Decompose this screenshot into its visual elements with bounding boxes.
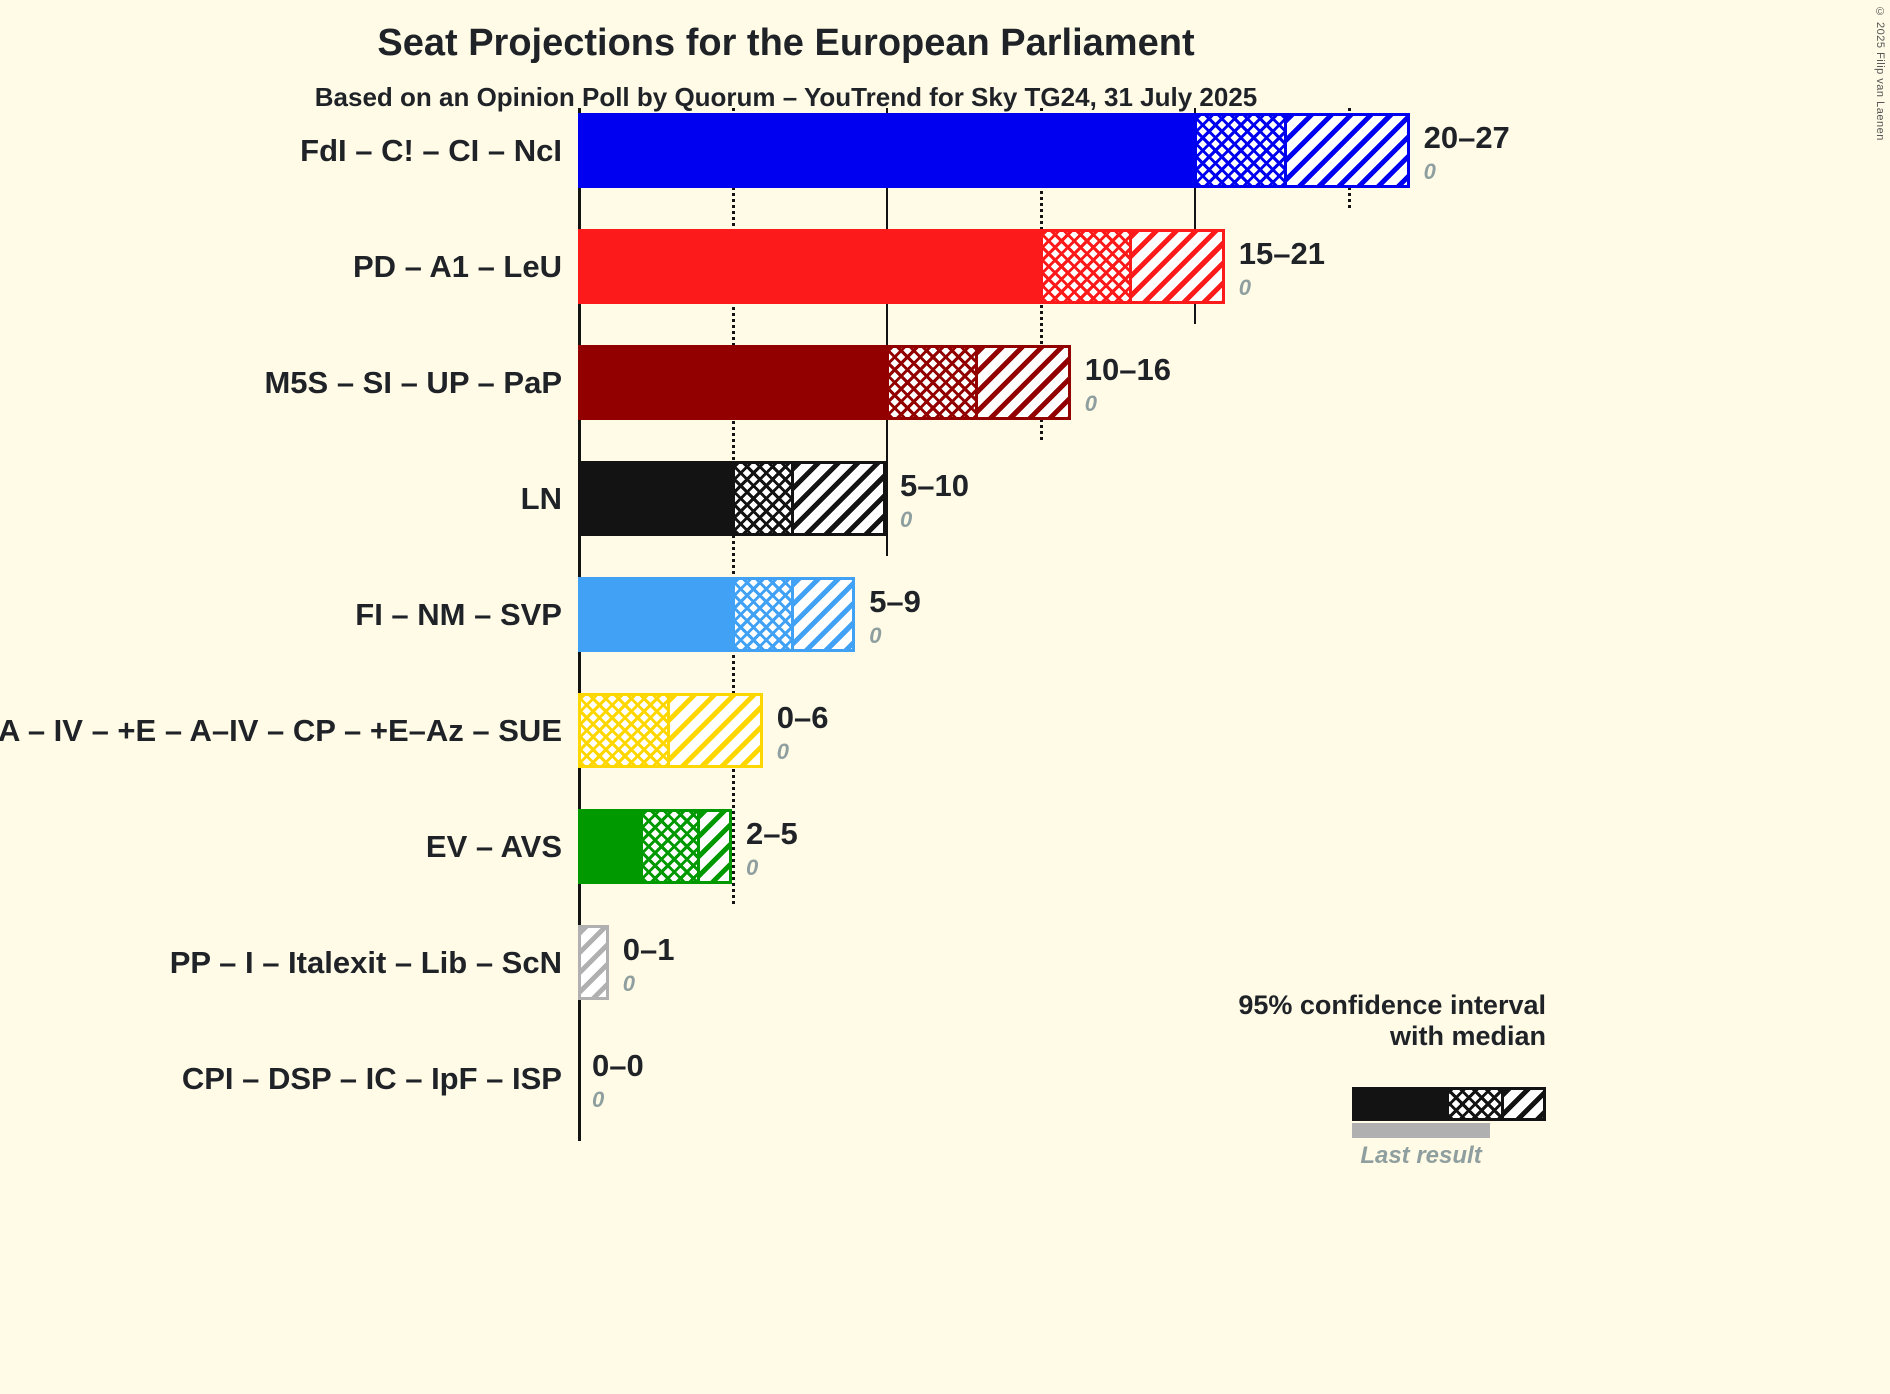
value-label-group: 5–9 0: [869, 579, 921, 654]
bar-solid-segment: [578, 809, 640, 884]
value-label-group: 15–21 0: [1239, 231, 1325, 306]
bar-upper-ci-hatch: [1132, 232, 1222, 301]
bar-upper-ci-hatch: [978, 348, 1068, 417]
last-result-value: 0: [592, 1087, 605, 1112]
title-block: Seat Projections for the European Parlia…: [0, 22, 1572, 113]
ci-range-label: 0–1: [622, 932, 675, 967]
value-label-group: 2–5 0: [746, 811, 798, 886]
party-label: EV – AVS: [425, 828, 562, 864]
gridline-10: [886, 108, 888, 556]
party-label: M5S – SI – UP – PaP: [264, 364, 562, 400]
bar-upper-ci-hatch: [670, 696, 760, 765]
bar-confidence-interval: [1040, 229, 1225, 304]
value-label-group: 20–27 0: [1424, 115, 1510, 190]
party-label: FdI – C! – CI – NcI: [300, 132, 562, 168]
value-label-group: 0–6 0: [777, 695, 829, 770]
legend-sample-upper-hatch: [1504, 1090, 1543, 1118]
ci-range-label: 10–16: [1084, 352, 1172, 387]
bar-upper-ci-hatch: [793, 580, 853, 649]
bar-confidence-interval: [886, 345, 1071, 420]
bar-confidence-interval: [578, 693, 763, 768]
copyright-notice: © 2025 Filip van Laenen: [1874, 6, 1886, 141]
ci-range-label: 0–6: [776, 700, 829, 735]
legend-sample-solid-segment: [1352, 1087, 1446, 1121]
bar-solid-segment: [578, 113, 1194, 188]
last-result-value: 0: [746, 855, 759, 880]
bar-solid-segment: [578, 345, 886, 420]
bar-median-crosshatch: [1043, 232, 1133, 301]
bar-upper-ci-hatch: [581, 928, 606, 997]
bar-upper-ci-hatch: [1286, 116, 1407, 185]
value-label-group: 0–1 0: [623, 927, 675, 1002]
ci-range-label: 5–10: [900, 468, 969, 503]
bar-confidence-interval: [732, 461, 886, 536]
ci-range-label: 20–27: [1423, 120, 1510, 155]
value-label-group: 10–16 0: [1085, 347, 1171, 422]
last-result-value: 0: [1238, 275, 1252, 300]
bar-confidence-interval: [732, 577, 856, 652]
bar-confidence-interval: [1194, 113, 1410, 188]
legend-last-result-label: Last result: [1360, 1142, 1482, 1169]
last-result-value: 0: [869, 623, 882, 648]
gridline-20: [1194, 108, 1196, 324]
ci-range-label: 2–5: [746, 816, 798, 851]
last-result-value: 0: [1423, 159, 1436, 184]
party-label: PP – I – Italexit – Lib – ScN: [169, 944, 562, 980]
bar-confidence-interval: [578, 925, 609, 1000]
last-result-value: 0: [776, 739, 790, 764]
party-label: FI – NM – SVP: [355, 596, 562, 632]
bar-median-crosshatch: [735, 580, 794, 649]
bar-median-crosshatch: [1197, 116, 1287, 185]
chart-title: Seat Projections for the European Parlia…: [377, 22, 1195, 64]
last-result-value: 0: [622, 971, 636, 996]
legend-ci-text: 95% confidence interval with median: [1046, 990, 1546, 1052]
ci-range-label: 5–9: [869, 584, 921, 619]
legend-sample-ci-segment: [1446, 1087, 1546, 1121]
party-label: A – IV – +E – A–IV – CP – +E–Az – SUE: [0, 712, 562, 748]
bar-confidence-interval: [639, 809, 732, 884]
last-result-value: 0: [1084, 391, 1098, 416]
value-label-group: 5–10 0: [900, 463, 969, 538]
ci-range-label: 15–21: [1238, 236, 1326, 271]
bar-median-crosshatch: [642, 812, 701, 881]
bar-solid-segment: [578, 461, 732, 536]
legend-ci-line2: with median: [1389, 1021, 1546, 1051]
legend-last-result-bar: [1352, 1123, 1490, 1138]
bar-upper-ci-hatch: [700, 812, 729, 881]
bar-median-crosshatch: [735, 464, 795, 533]
bar-median-crosshatch: [889, 348, 979, 417]
bar-solid-segment: [578, 577, 732, 652]
party-label: LN: [520, 480, 562, 516]
bar-upper-ci-hatch: [794, 464, 883, 533]
bar-solid-segment: [578, 229, 1040, 304]
legend-sample-median-crosshatch: [1449, 1090, 1504, 1118]
value-label-group: 0–0 0: [592, 1043, 644, 1118]
legend-ci-sample-bar: [1352, 1087, 1546, 1121]
party-label: PD – A1 – LeU: [352, 248, 562, 284]
bar-median-crosshatch: [581, 696, 671, 765]
party-label: CPI – DSP – IC – IpF – ISP: [181, 1060, 562, 1096]
last-result-value: 0: [900, 507, 913, 532]
chart-subtitle: Based on an Opinion Poll by Quorum – You…: [314, 82, 1258, 112]
ci-range-label: 0–0: [592, 1048, 644, 1083]
legend-ci-line1: 95% confidence interval: [1238, 990, 1546, 1020]
